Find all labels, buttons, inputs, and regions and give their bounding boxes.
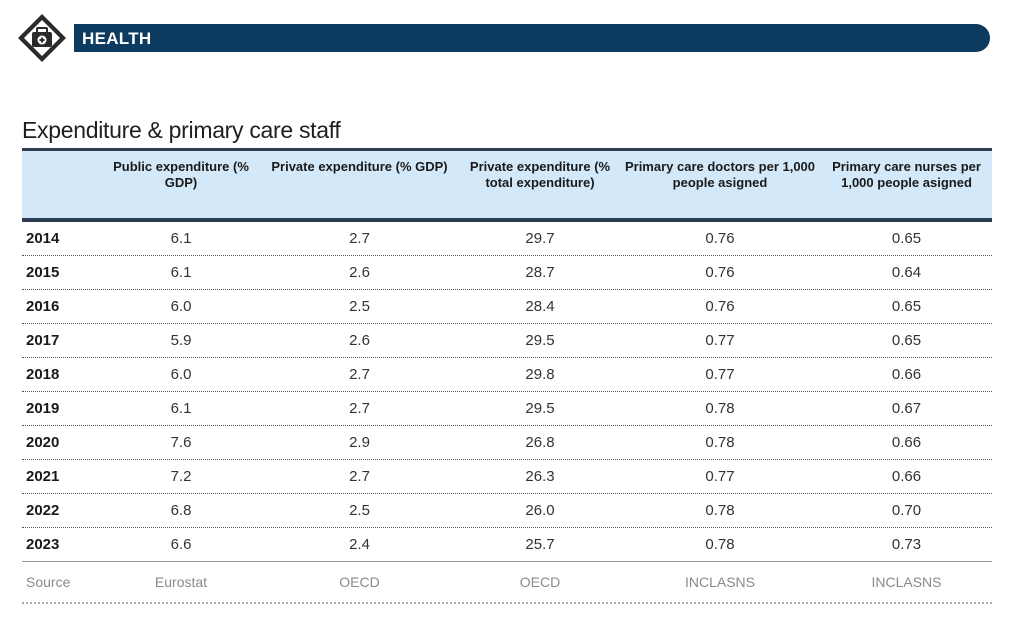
- row-year: 2018: [26, 366, 60, 383]
- row-year: 2021: [26, 468, 60, 485]
- table-cell: 6.0: [170, 366, 192, 383]
- table-cell: 2.6: [349, 332, 370, 349]
- table-cell: 2.7: [349, 400, 370, 417]
- table-cell: 7.6: [170, 434, 192, 451]
- table-row: 2023 6.6 2.4 25.7 0.78 0.73: [22, 528, 992, 562]
- column-header-public-expenditure: Public expenditure (% GDP): [113, 159, 249, 190]
- source-cell: INCLASNS: [871, 574, 942, 590]
- table-row: 2014 6.1 2.7 29.7 0.76 0.65: [22, 222, 992, 256]
- data-table: Public expenditure (% GDP) Private expen…: [22, 148, 992, 604]
- row-year: 2015: [26, 264, 60, 281]
- table-cell: 2.5: [349, 298, 370, 315]
- table-cell: 26.0: [525, 502, 555, 519]
- table-cell: 29.8: [525, 366, 555, 383]
- table-row: 2022 6.8 2.5 26.0 0.78 0.70: [22, 494, 992, 528]
- table-row: 2017 5.9 2.6 29.5 0.77 0.65: [22, 324, 992, 358]
- column-header-nurses: Primary care nurses per 1,000 people asi…: [832, 159, 981, 190]
- table-cell: 2.7: [349, 468, 370, 485]
- source-cell: INCLASNS: [684, 574, 756, 590]
- table-cell: 6.8: [170, 502, 192, 519]
- table-cell: 2.7: [349, 230, 370, 247]
- table-cell: 0.77: [705, 332, 735, 349]
- table-cell: 0.78: [705, 400, 735, 417]
- table-cell: 0.76: [705, 230, 735, 247]
- table-cell: 6.1: [170, 400, 192, 417]
- row-year: 2017: [26, 332, 60, 349]
- table-cell: 0.78: [705, 502, 735, 519]
- banner-title: HEALTH: [82, 29, 152, 48]
- section-banner: HEALTH: [74, 24, 990, 52]
- row-year: 2020: [26, 434, 60, 451]
- source-row: Source Eurostat OECD OECD INCLASNS INCLA…: [22, 562, 992, 604]
- table-cell: 0.77: [705, 468, 735, 485]
- table-cell: 6.1: [170, 264, 192, 281]
- table-cell: 2.7: [349, 366, 370, 383]
- table-cell: 0.76: [705, 264, 735, 281]
- table-cell: 6.0: [170, 298, 192, 315]
- page-title: Expenditure & primary care staff: [22, 117, 341, 143]
- table-cell: 28.4: [525, 298, 555, 315]
- table-body: 2014 6.1 2.7 29.7 0.76 0.65 2015 6.1 2.6 28.7 0.76…: [22, 222, 992, 562]
- table-cell: 0.78: [705, 536, 735, 553]
- column-header-private-expenditure-total: Private expenditure (% total expenditure…: [469, 159, 611, 190]
- row-year: 2019: [26, 400, 60, 417]
- table-cell: 25.7: [525, 536, 555, 553]
- table-row: 2016 6.0 2.5 28.4 0.76 0.65: [22, 290, 992, 324]
- table-cell: 0.70: [891, 502, 922, 519]
- table-cell: 2.9: [349, 434, 370, 451]
- table-header: Public expenditure (% GDP) Private expen…: [22, 148, 992, 222]
- table-cell: 2.6: [349, 264, 370, 281]
- table-cell: 2.5: [349, 502, 370, 519]
- column-header-year: [22, 151, 104, 218]
- table-row: 2019 6.1 2.7 29.5 0.78 0.67: [22, 392, 992, 426]
- table-row: 2015 6.1 2.6 28.7 0.76 0.64: [22, 256, 992, 290]
- table-cell: 29.5: [525, 400, 555, 417]
- table-cell: 7.2: [170, 468, 192, 485]
- table-cell: 0.78: [705, 434, 735, 451]
- table-cell: 5.9: [170, 332, 192, 349]
- table-cell: 0.65: [891, 298, 922, 315]
- table-cell: 0.66: [891, 434, 922, 451]
- table-cell: 0.66: [891, 468, 922, 485]
- table-cell: 6.1: [170, 230, 192, 247]
- table-cell: 0.65: [891, 230, 922, 247]
- table-cell: 0.67: [891, 400, 922, 417]
- table-row: 2020 7.6 2.9 26.8 0.78 0.66: [22, 426, 992, 460]
- row-year: 2023: [26, 536, 60, 553]
- first-aid-kit-icon: [18, 14, 66, 62]
- table-cell: 0.64: [891, 264, 922, 281]
- table-cell: 0.76: [705, 298, 735, 315]
- source-cell: OECD: [519, 574, 561, 590]
- table-cell: 0.77: [705, 366, 735, 383]
- source-cell: OECD: [339, 574, 380, 590]
- table-cell: 26.3: [525, 468, 555, 485]
- table-row: 2018 6.0 2.7 29.8 0.77 0.66: [22, 358, 992, 392]
- table-cell: 0.66: [891, 366, 922, 383]
- source-cell: Eurostat: [154, 574, 208, 590]
- table-cell: 29.5: [525, 332, 555, 349]
- table-cell: 28.7: [525, 264, 555, 281]
- table-cell: 0.73: [891, 536, 922, 553]
- table-cell: 26.8: [525, 434, 555, 451]
- row-year: 2022: [26, 502, 60, 519]
- row-year: 2014: [26, 230, 60, 247]
- column-header-private-expenditure-gdp: Private expenditure (% GDP): [271, 159, 448, 174]
- source-label: Source: [26, 574, 71, 590]
- row-year: 2016: [26, 298, 60, 315]
- table-row: 2021 7.2 2.7 26.3 0.77 0.66: [22, 460, 992, 494]
- table-cell: 0.65: [891, 332, 922, 349]
- table-cell: 6.6: [170, 536, 192, 553]
- table-cell: 29.7: [525, 230, 555, 247]
- table-cell: 2.4: [349, 536, 370, 553]
- column-header-doctors: Primary care doctors per 1,000 people as…: [624, 159, 816, 190]
